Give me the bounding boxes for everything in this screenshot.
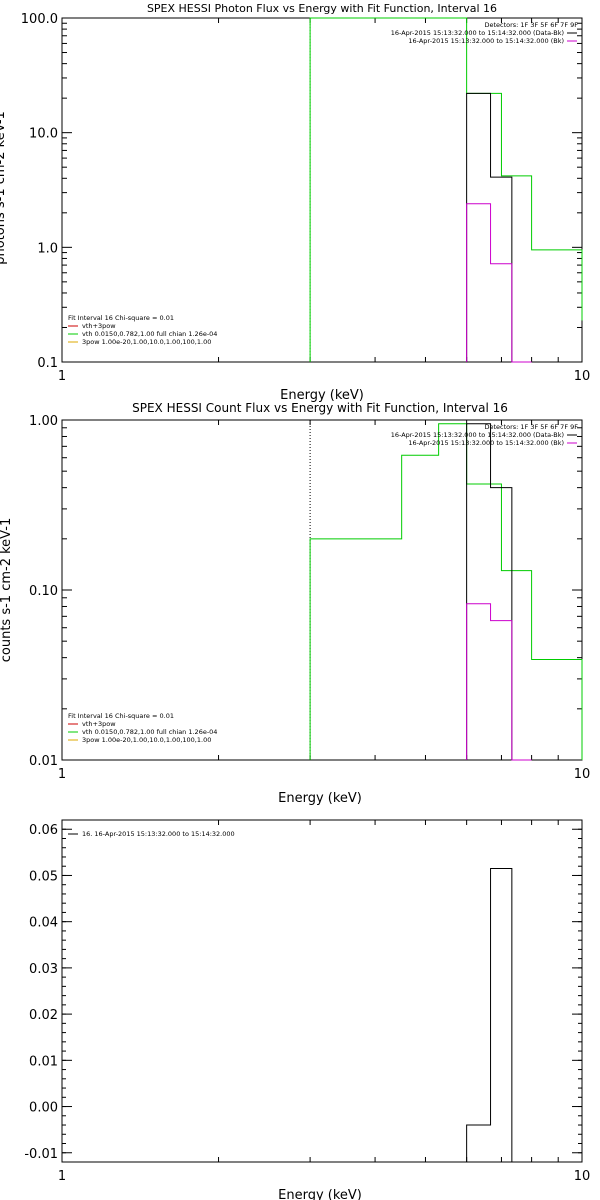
legend-header: Fit Interval 16 Chi-square = 0.01: [68, 712, 174, 720]
y-tick-label: 0.03: [29, 962, 58, 977]
y-tick-label: 0.00: [29, 1101, 58, 1116]
legend-item: 3pow 1.00e-20,1.00,10.0,1.00,100,1.00: [82, 736, 211, 744]
x-axis-label: Energy (keV): [280, 388, 364, 403]
panel-title: SPEX HESSI Count Flux vs Energy with Fit…: [132, 401, 508, 415]
legend-item: 16-Apr-2015 15:13:32.000 to 15:14:32.000…: [408, 439, 564, 447]
y-tick-label: -0.01: [24, 1147, 58, 1162]
x-tick-label: 1: [58, 767, 66, 782]
y-tick-label: 1.0: [37, 241, 58, 256]
y-axis-label: photons s-1 cm-2 keV-1: [0, 111, 8, 265]
legend-item: vth+3pow: [82, 720, 116, 728]
x-tick-label: 1: [58, 1169, 66, 1184]
legend-item: vth+3pow: [82, 322, 116, 330]
count-flux-panel: SPEX HESSI Count Flux vs Energy with Fit…: [0, 401, 590, 806]
residual-panel: Energy (keV) 1 10 -0.01 0.00 0.01 0.02 0.03 0.0…: [24, 819, 591, 1200]
legend-item: vth 0.0150,0.782,1.00 full chian 1.26e-0…: [82, 330, 217, 338]
legend-item: 16-Apr-2015 15:13:32.000 to 15:14:32.000…: [408, 37, 564, 45]
series-line-magenta: [466, 203, 532, 363]
y-tick-label: 0.02: [29, 1008, 58, 1023]
y-tick-label: 0.10: [29, 584, 58, 599]
x-axis-label: Energy (keV): [278, 791, 362, 806]
y-tick-label: 10.0: [29, 127, 58, 142]
legend-item: 16-Apr-2015 15:13:32.000 to 15:14:32.000…: [391, 431, 564, 439]
y-tick-label: 0.01: [29, 1054, 58, 1069]
y-tick-label: 0.04: [29, 916, 58, 931]
legend-item: vth 0.0150,0.782,1.00 full chian 1.26e-0…: [82, 728, 217, 736]
y-tick-label: 0.05: [29, 869, 58, 884]
panel-title: SPEX HESSI Photon Flux vs Energy with Fi…: [147, 2, 497, 15]
y-tick-label: 1.00: [29, 414, 58, 429]
x-tick-label: 10: [574, 1169, 591, 1184]
y-axis-label: counts s-1 cm-2 keV-1: [0, 518, 14, 663]
y-tick-label: 0.01: [29, 754, 58, 769]
legend-item: 16. 16-Apr-2015 15:13:32.000 to 15:14:32…: [82, 830, 235, 838]
legend-item: 16-Apr-2015 15:13:32.000 to 15:14:32.000…: [391, 29, 564, 37]
legend-header: Fit Interval 16 Chi-square = 0.01: [68, 314, 174, 322]
y-tick-label: 100.0: [21, 12, 58, 27]
x-tick-label: 10: [574, 767, 591, 782]
plot-frame: [61, 819, 583, 1163]
photon-flux-panel: SPEX HESSI Photon Flux vs Energy with Fi…: [0, 2, 590, 403]
y-tick-label: 0.1: [37, 356, 58, 371]
x-tick-label: 1: [58, 369, 66, 384]
legend-header: Detectors: 1F 3F 5F 6F 7F 9F: [484, 423, 578, 431]
series-line-black: [466, 868, 532, 1163]
y-tick-label: 0.06: [29, 823, 58, 838]
legend-item: 3pow 1.00e-20,1.00,10.0,1.00,100,1.00: [82, 338, 211, 346]
x-tick-label: 10: [574, 369, 591, 384]
x-axis-label: Energy (keV): [278, 1188, 362, 1200]
legend-header: Detectors: 1F 3F 5F 6F 7F 9F: [484, 21, 578, 29]
series-line-magenta: [466, 603, 532, 761]
